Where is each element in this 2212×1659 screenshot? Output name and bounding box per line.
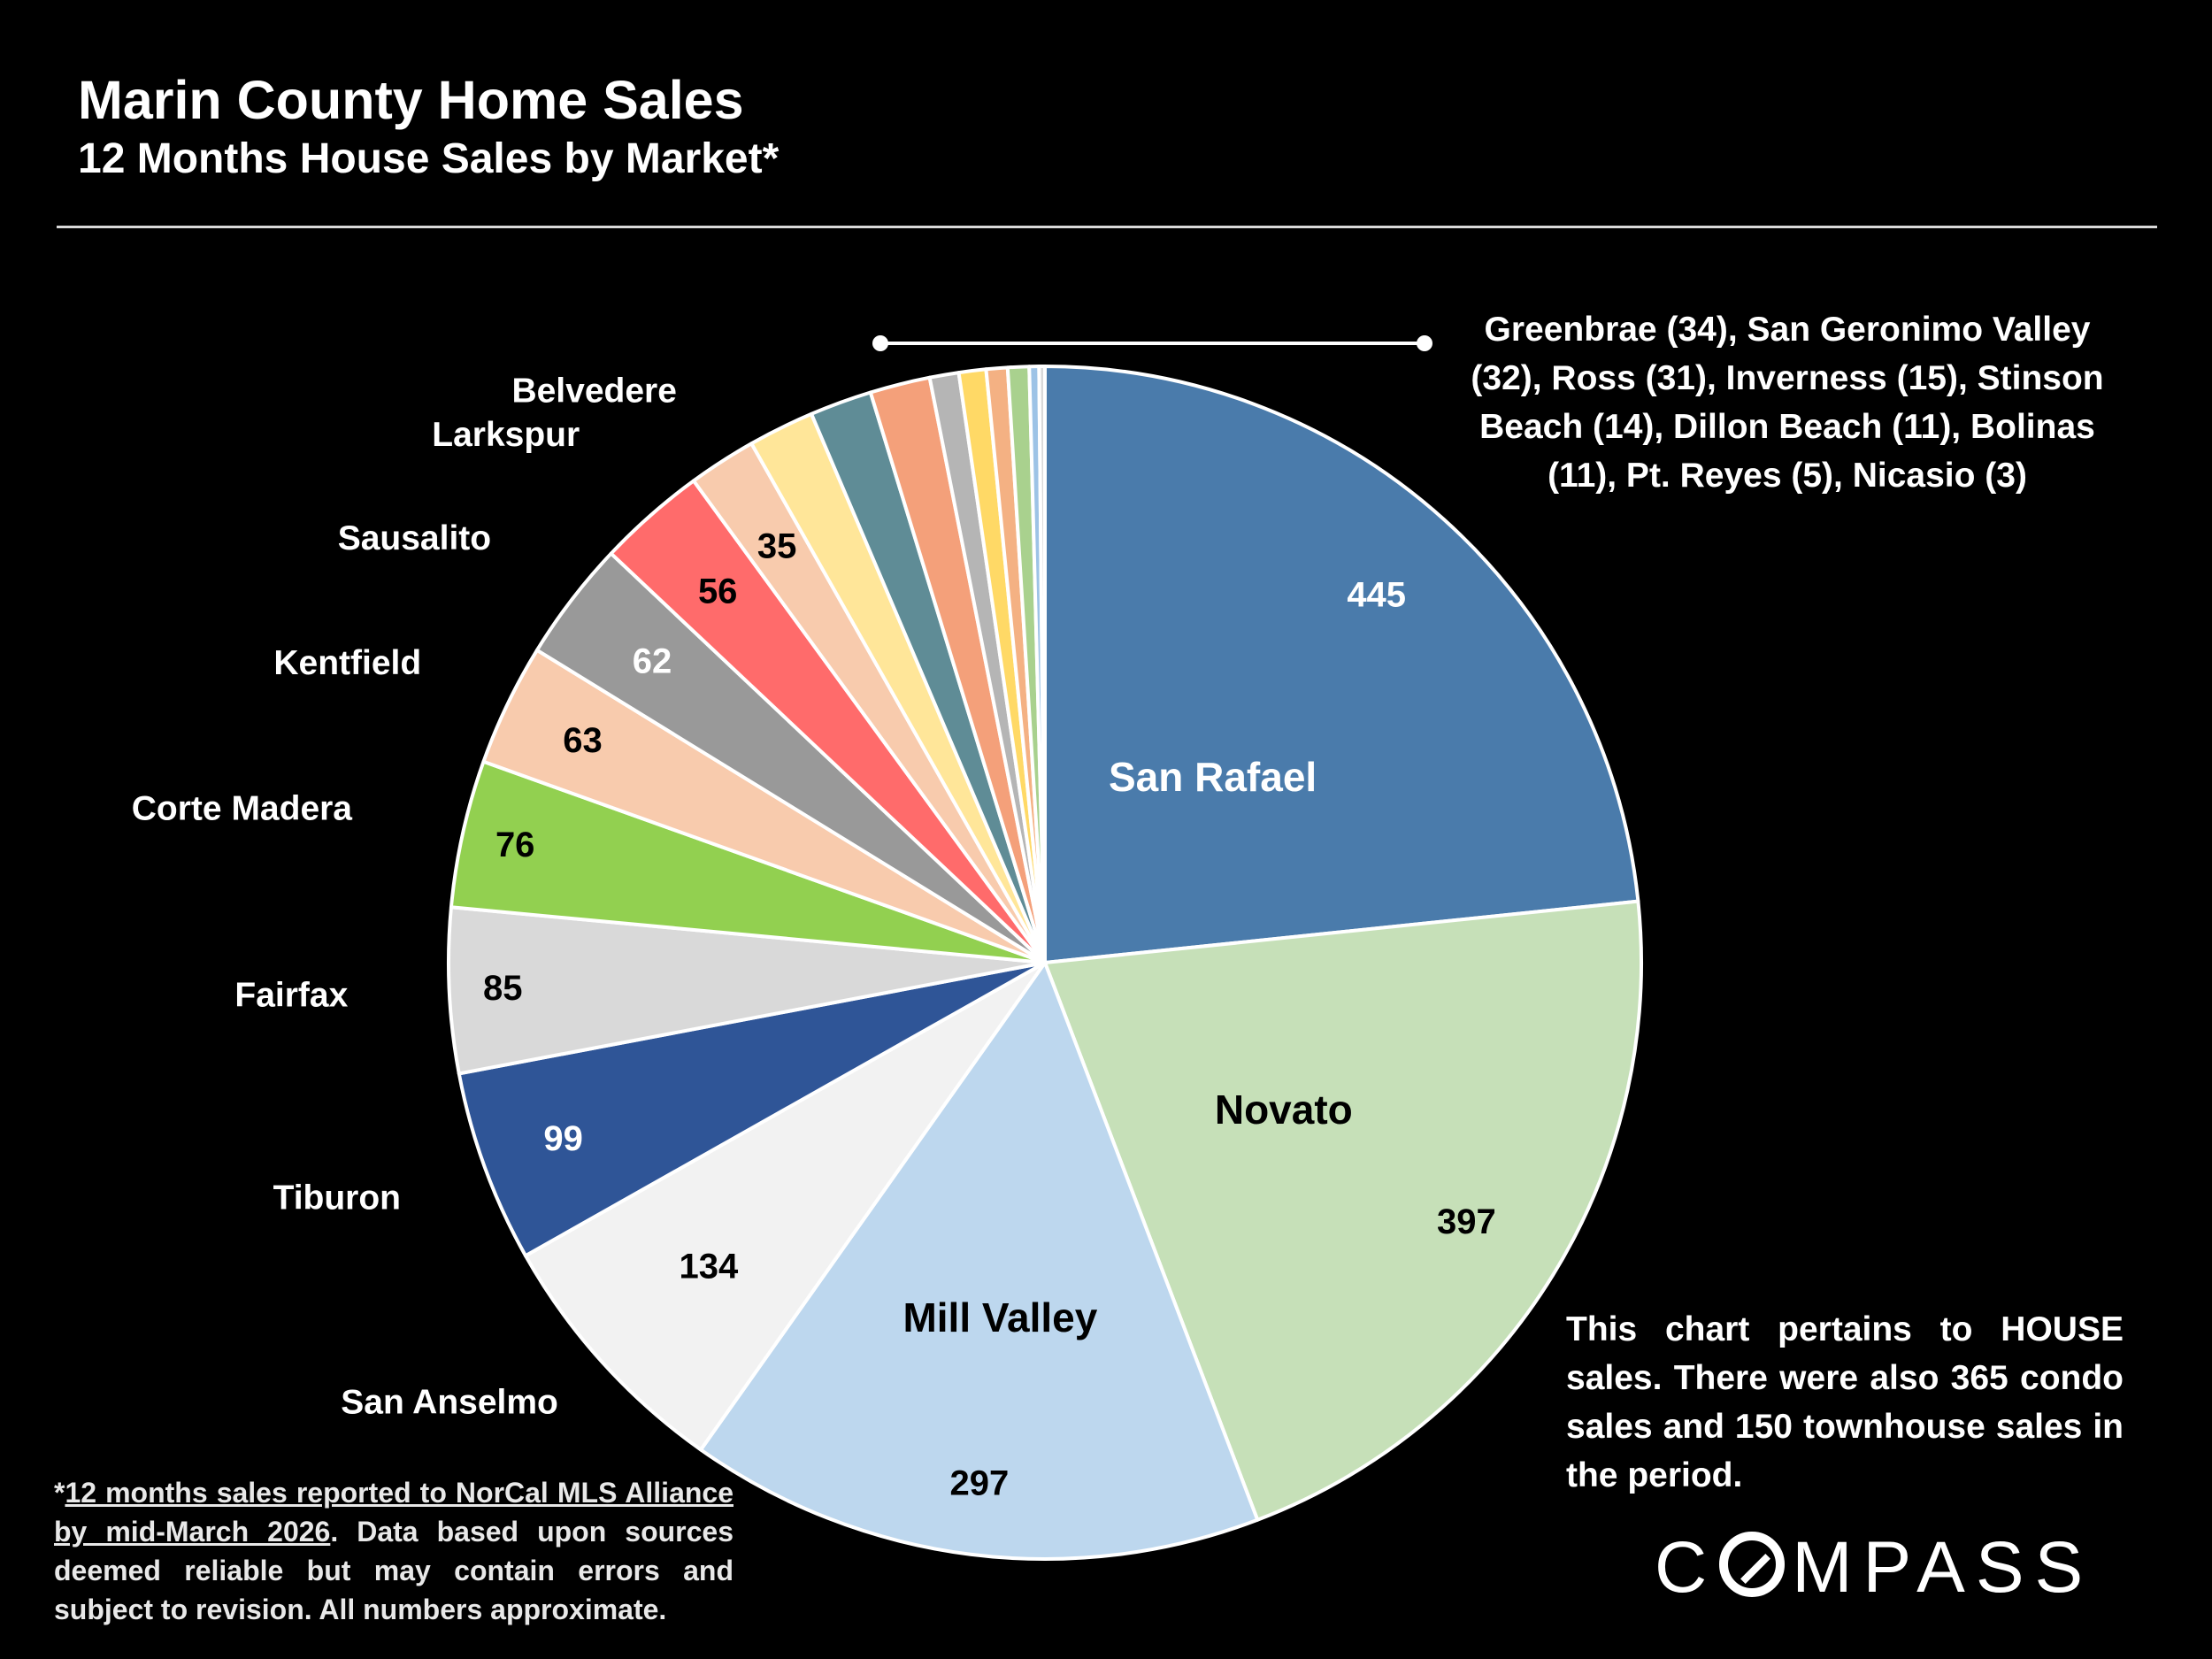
pie-name-labels: San Rafael Novato Mill Valley San Anselmo Ti…	[132, 373, 1353, 1422]
footnote-source-link[interactable]: 12 months sales reported to NorCal MLS A…	[54, 1477, 733, 1548]
name-label-mill-valley: Mill Valley	[902, 1294, 1097, 1340]
footnote-star: *	[54, 1477, 65, 1509]
value-label-tiburon: 99	[543, 1119, 583, 1158]
name-label-san-rafael: San Rafael	[1109, 754, 1317, 800]
slice-nicasio	[1037, 364, 1047, 964]
page-subtitle: 12 Months House Sales by Market*	[78, 135, 780, 182]
name-label-sausalito: Sausalito	[338, 519, 491, 557]
footnote-disclaimer: . Data based upon sources deemed reliabl…	[54, 1516, 734, 1625]
name-label-fairfax: Fairfax	[234, 977, 348, 1015]
pie-slices	[446, 364, 1643, 1561]
name-label-belvedere: Belvedere	[511, 373, 676, 411]
value-label-san-anselmo: 134	[680, 1247, 739, 1286]
footnote: *12 months sales reported to NorCal MLS …	[54, 1473, 733, 1629]
slice-tiburon	[457, 961, 1047, 1258]
name-label-larkspur: Larkspur	[432, 416, 580, 454]
title-divider	[57, 226, 2157, 228]
name-label-kentfield: Kentfield	[273, 644, 421, 682]
logo-text-start: C	[1655, 1527, 1718, 1608]
value-label-corte-madera: 76	[495, 826, 535, 864]
logo-text-end: MPASS	[1792, 1527, 2094, 1608]
bracket-dot-right	[1417, 335, 1432, 351]
slice-san-rafael	[1043, 365, 1640, 964]
name-label-corte-madera: Corte Madera	[132, 790, 353, 828]
value-label-san-rafael: 445	[1347, 576, 1406, 615]
house-sales-note: This chart pertains to HOUSE sales. Ther…	[1566, 1310, 2124, 1494]
slice-mill-valley	[699, 961, 1260, 1561]
value-label-larkspur: 56	[698, 572, 738, 611]
value-label-kentfield: 63	[563, 721, 603, 760]
page-title: Marin County Home Sales	[78, 70, 744, 130]
name-label-san-anselmo: San Anselmo	[341, 1384, 558, 1422]
name-label-tiburon: Tiburon	[273, 1179, 401, 1217]
value-label-sausalito: 62	[633, 642, 672, 681]
value-label-fairfax: 85	[483, 969, 523, 1008]
value-label-belvedere: 35	[757, 527, 797, 566]
small-markets-note: Greenbrae (34), San Geronimo Valley (32)…	[1471, 311, 2104, 495]
logo-o-icon	[1719, 1532, 1786, 1597]
name-label-novato: Novato	[1215, 1087, 1353, 1133]
compass-logo: C MPASS	[1655, 1526, 2093, 1609]
slice-novato	[1043, 899, 1643, 1522]
slice-san-anselmo	[523, 961, 1047, 1452]
bracket-dot-left	[872, 335, 888, 351]
small-markets-bracket	[872, 335, 1432, 351]
pie-value-labels: 445 397 297 134 99 85 76 63 62 56 35	[483, 527, 1496, 1503]
value-label-mill-valley: 297	[950, 1464, 1010, 1503]
value-label-novato: 397	[1437, 1202, 1496, 1241]
